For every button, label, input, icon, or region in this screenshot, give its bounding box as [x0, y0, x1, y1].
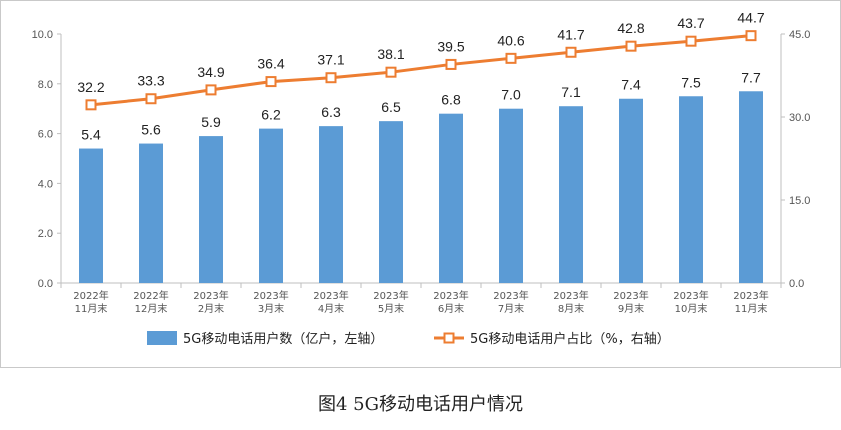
x-tick-label-year: 2023年	[193, 289, 228, 302]
right-tick-label: 30.0	[789, 112, 810, 124]
x-tick-label-month: 10月末	[675, 302, 708, 315]
bar	[739, 91, 763, 284]
x-tick-label-month: 3月末	[258, 302, 284, 315]
line-data-label: 32.2	[77, 79, 104, 95]
bar-data-label: 7.5	[681, 74, 701, 90]
left-tick-label: 0.0	[38, 278, 53, 290]
bar-data-label: 7.1	[561, 84, 581, 100]
x-tick-label-year: 2023年	[733, 289, 768, 302]
bar-data-label: 6.8	[441, 92, 461, 108]
x-tick-label-year: 2023年	[373, 289, 408, 302]
x-tick-label-year: 2023年	[613, 289, 648, 302]
bar	[79, 148, 103, 283]
line-data-label: 41.7	[557, 26, 584, 42]
line-point	[145, 93, 157, 105]
x-tick-label-month: 7月末	[498, 302, 524, 315]
bar	[559, 106, 583, 284]
bar	[439, 113, 463, 284]
x-tick-label-year: 2022年	[133, 289, 168, 302]
line-data-label: 34.9	[197, 64, 224, 80]
line-data-label: 42.8	[617, 20, 644, 36]
line-point	[745, 30, 757, 42]
line-point	[685, 35, 697, 47]
x-tick-label-month: 8月末	[558, 302, 584, 315]
x-tick-label-year: 2022年	[73, 289, 108, 302]
line-point	[625, 40, 637, 52]
x-tick-label-year: 2023年	[673, 289, 708, 302]
x-tick-label-year: 2023年	[493, 289, 528, 302]
legend-bar-swatch	[147, 331, 177, 345]
line-data-label: 44.7	[737, 10, 764, 26]
bar	[319, 126, 343, 283]
x-tick-label-month: 9月末	[618, 302, 644, 315]
line-point	[385, 66, 397, 78]
left-tick-label: 8.0	[38, 79, 53, 91]
line-data-label: 33.3	[137, 73, 164, 89]
bar-data-label: 7.0	[501, 87, 521, 103]
line-point	[205, 84, 217, 96]
right-tick-label: 0.0	[789, 278, 804, 290]
chart: 0.02.04.06.08.010.00.015.030.045.02022年1…	[32, 10, 811, 347]
line-data-label: 40.6	[497, 32, 524, 48]
x-tick-label-month: 4月末	[318, 302, 344, 315]
bar-data-label: 7.4	[621, 77, 641, 93]
x-tick-label-month: 2月末	[198, 302, 224, 315]
x-tick-label-year: 2023年	[313, 289, 348, 302]
left-tick-label: 4.0	[38, 178, 53, 190]
legend-bar-label: 5G移动电话用户数（亿户，左轴）	[183, 331, 383, 347]
bar	[139, 143, 163, 283]
line-data-label: 43.7	[677, 15, 704, 31]
x-tick-label-year: 2023年	[553, 289, 588, 302]
x-tick-label-month: 6月末	[438, 302, 464, 315]
bar-data-label: 6.3	[321, 104, 341, 120]
bar	[199, 136, 223, 283]
line-series-path	[90, 34, 752, 107]
legend-line-label: 5G移动电话用户占比（%，右轴）	[470, 331, 670, 347]
line-point	[445, 58, 457, 70]
bar-data-label: 5.6	[141, 122, 161, 138]
x-tick-label-month: 5月末	[378, 302, 404, 315]
line-point	[325, 72, 337, 84]
bar-data-label: 6.5	[381, 99, 401, 115]
line-data-label: 39.5	[437, 38, 464, 54]
left-tick-label: 2.0	[38, 228, 53, 240]
line-point	[265, 76, 277, 88]
right-tick-label: 15.0	[789, 195, 810, 207]
bar	[259, 128, 283, 283]
bar-data-label: 6.2	[261, 107, 281, 123]
x-tick-label-month: 11月末	[735, 302, 768, 315]
line-point	[505, 52, 517, 64]
bar-data-label: 7.7	[741, 69, 761, 85]
bar-data-label: 5.9	[201, 114, 221, 130]
left-tick-label: 6.0	[38, 129, 53, 141]
right-tick-label: 45.0	[789, 29, 810, 41]
x-tick-label-month: 12月末	[135, 302, 168, 315]
line-data-label: 36.4	[257, 56, 284, 72]
legend-line-marker	[443, 332, 455, 344]
figure-caption: 图4 5G移动电话用户情况	[317, 394, 523, 415]
x-tick-label-year: 2023年	[433, 289, 468, 302]
line-data-label: 37.1	[317, 52, 344, 68]
bar-data-label: 5.4	[81, 127, 101, 143]
bar	[379, 121, 403, 284]
chart-frame: 0.0 2.0 4.0 6.0 8.0 10.0 0.0 15.0 30.0 45.0 2022年 1…	[0, 0, 841, 368]
left-tick-label: 10.0	[32, 29, 53, 41]
x-tick-label-month: 11月末	[75, 302, 108, 315]
bar	[619, 98, 643, 284]
line-data-label: 38.1	[377, 46, 404, 62]
x-tick-label-year: 2023年	[253, 289, 288, 302]
bar	[499, 108, 523, 283]
line-point	[85, 99, 97, 111]
bar	[679, 96, 703, 283]
line-point	[565, 46, 577, 58]
